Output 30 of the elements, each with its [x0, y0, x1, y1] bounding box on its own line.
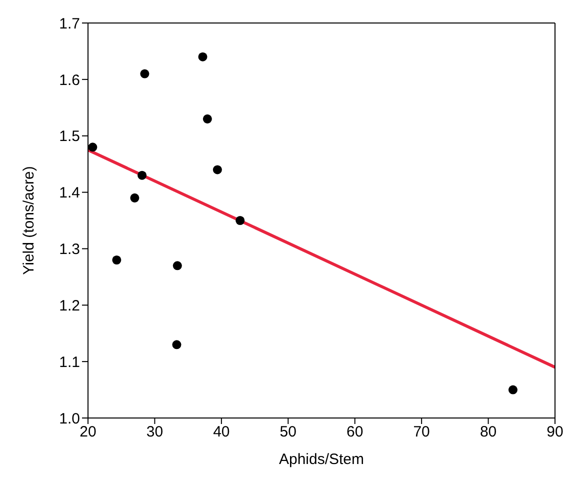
y-tick-label: 1.4 [59, 184, 80, 202]
y-tick-label: 1.7 [59, 15, 80, 32]
point [198, 52, 208, 62]
y-tick-label: 1.2 [59, 297, 80, 314]
y-tick-label: 1.5 [59, 128, 80, 146]
y-tick-label: 1.6 [59, 72, 80, 89]
x-axis-title: Aphids/Stem [278, 451, 364, 468]
point [130, 193, 140, 202]
y-tick-label: 1.3 [59, 241, 80, 258]
point [236, 216, 245, 226]
x-tick-label: 70 [413, 424, 430, 441]
y-tick-label: 1.1 [59, 354, 80, 371]
x-tick-label: 30 [146, 424, 164, 441]
x-tick-label: 80 [480, 424, 497, 441]
x-tick-label: 20 [80, 424, 96, 441]
point [138, 170, 147, 180]
point [140, 69, 150, 78]
point [508, 385, 518, 394]
point [212, 165, 222, 174]
y-tick-label: 1.0 [59, 410, 80, 428]
point [172, 261, 182, 270]
y-axis-title: Yield (tons/acre) [20, 166, 38, 275]
x-tick-label: 60 [346, 424, 364, 441]
x-tick-label: 90 [546, 424, 564, 441]
point [172, 340, 182, 350]
x-tick-label: 40 [213, 424, 230, 441]
point [88, 142, 98, 152]
point [202, 114, 212, 124]
x-tick-label: 50 [280, 424, 296, 441]
point [112, 255, 122, 265]
